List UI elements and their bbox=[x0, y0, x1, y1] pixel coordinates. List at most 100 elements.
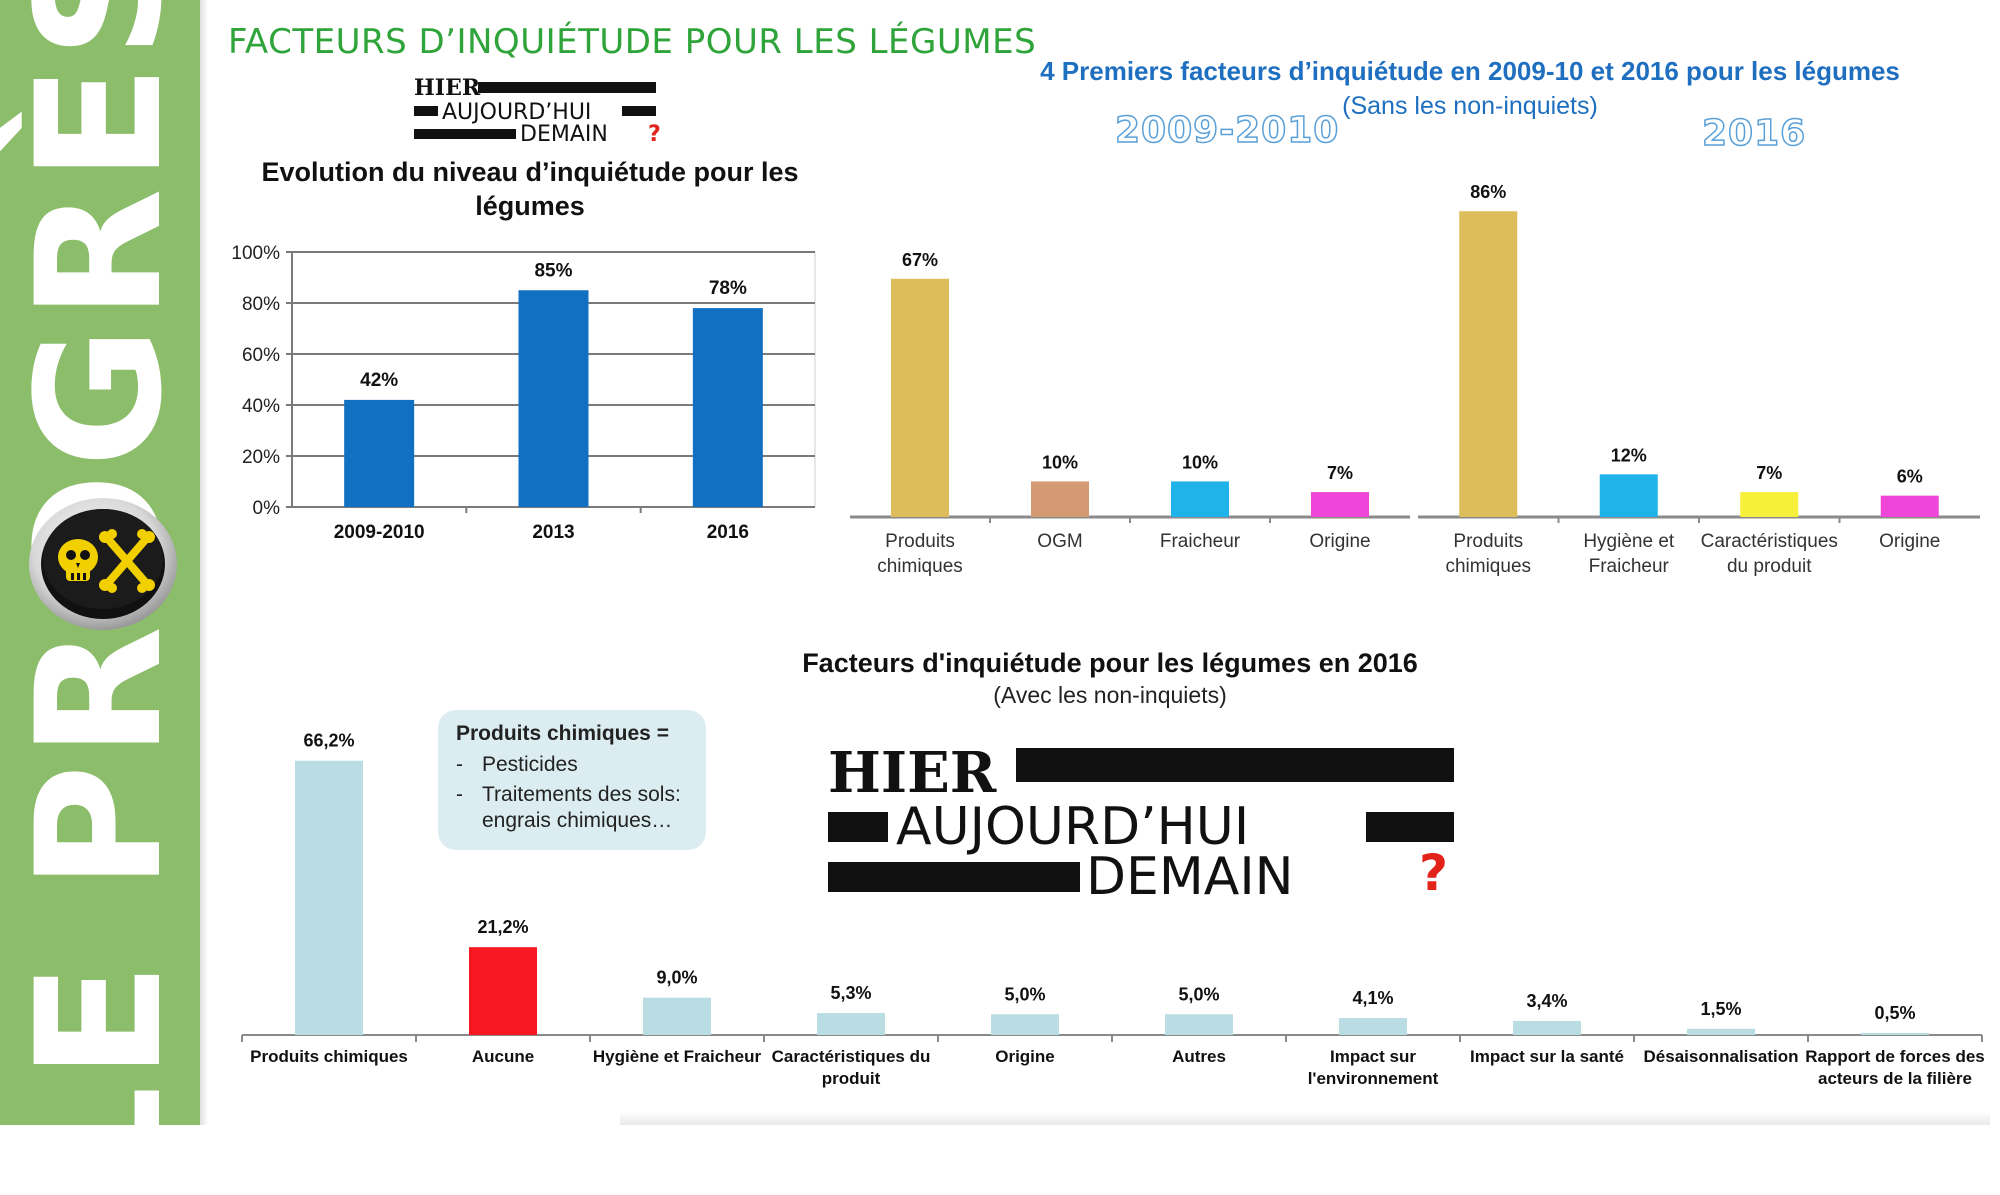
year-label-2016: 2016 bbox=[1701, 112, 1807, 155]
x-tick-label: Désaisonnalisation bbox=[1644, 1047, 1799, 1066]
x-tick-label: Produits chimiques bbox=[250, 1047, 408, 1066]
bar bbox=[817, 1013, 885, 1035]
x-tick-label: Caractéristiques du bbox=[772, 1047, 931, 1066]
data-label: 12% bbox=[1611, 445, 1647, 465]
bar bbox=[643, 997, 711, 1035]
y-tick-label: 40% bbox=[242, 396, 280, 417]
data-label: 42% bbox=[360, 370, 398, 391]
logo-small: HIER AUJOURD’HUI DEMAIN ? bbox=[414, 75, 661, 144]
data-label: 67% bbox=[902, 250, 938, 270]
x-tick-label: Rapport de forces des bbox=[1805, 1047, 1985, 1066]
bottom-fade bbox=[620, 1112, 1990, 1125]
data-label: 78% bbox=[709, 278, 747, 299]
sidebar-shadow bbox=[200, 0, 208, 1125]
data-label: 7% bbox=[1327, 463, 1353, 483]
y-tick-label: 60% bbox=[242, 345, 280, 366]
x-tick-label: Hygiène et Fraicheur bbox=[593, 1047, 762, 1066]
logo-line1: HIER bbox=[414, 75, 481, 101]
x-tick-label: du produit bbox=[1727, 556, 1812, 577]
logo-line3: DEMAIN bbox=[520, 122, 608, 144]
data-label: 85% bbox=[534, 260, 572, 281]
chart1-title: Evolution du niveau d’inquiétude pour le… bbox=[261, 157, 799, 221]
data-label: 4,1% bbox=[1352, 988, 1393, 1008]
logo-large-line3: DEMAIN bbox=[1086, 847, 1294, 899]
x-tick-label: Autres bbox=[1172, 1047, 1226, 1066]
data-label: 5,0% bbox=[1178, 984, 1219, 1004]
bottom-chart-title: Facteurs d'inquiétude pour les légumes e… bbox=[802, 648, 1418, 678]
callout-title: Produits chimiques = bbox=[456, 722, 669, 745]
x-tick-label: Origine bbox=[995, 1047, 1055, 1066]
logo-line2: AUJOURD’HUI bbox=[442, 100, 591, 125]
data-label: 10% bbox=[1042, 452, 1078, 472]
y-tick-label: 80% bbox=[242, 294, 280, 315]
y-tick-label: 100% bbox=[231, 243, 280, 264]
x-tick-label: 2009-2010 bbox=[334, 522, 425, 543]
bar bbox=[1599, 474, 1658, 517]
data-label: 3,4% bbox=[1526, 991, 1567, 1011]
x-tick-label: chimiques bbox=[877, 556, 963, 577]
x-tick-label: 2016 bbox=[707, 522, 749, 543]
bar bbox=[891, 278, 949, 517]
chart-factors-2016: 66,2% Produits chimiques 21,2% Aucune 9,0% Hy… bbox=[241, 731, 1985, 1088]
bar bbox=[344, 399, 415, 507]
top-charts-title: 4 Premiers facteurs d’inquiétude en 2009… bbox=[1040, 56, 1900, 86]
x-tick-label: Impact sur la santé bbox=[1470, 1047, 1624, 1066]
data-label: 5,0% bbox=[1004, 984, 1045, 1004]
logo-mark: ? bbox=[648, 122, 661, 144]
logo-large-line2: AUJOURD’HUI bbox=[896, 797, 1249, 857]
x-tick-label: Aucune bbox=[472, 1047, 534, 1066]
y-tick-label: 0% bbox=[253, 498, 281, 519]
data-label: 86% bbox=[1470, 182, 1506, 202]
bar bbox=[1880, 495, 1939, 517]
x-tick-label: Origine bbox=[1309, 531, 1370, 552]
x-tick-label: 2013 bbox=[532, 522, 574, 543]
logo-large-line1: HIER bbox=[828, 740, 997, 806]
data-label: 6% bbox=[1897, 467, 1923, 487]
bar bbox=[1339, 1018, 1407, 1035]
chart-top4-2009-2010: 67% Produits chimiques 10% OGM 10% Fraicheur 7%… bbox=[850, 250, 1410, 577]
x-tick-label: chimiques bbox=[1445, 556, 1531, 577]
x-tick-label: Produits bbox=[885, 531, 955, 552]
x-tick-label: produit bbox=[822, 1069, 881, 1088]
bar bbox=[1459, 211, 1518, 517]
chart-top4-2016: 86% Produits chimiques 12% Hygiène et Fraiche… bbox=[1418, 182, 1980, 577]
data-label: 9,0% bbox=[656, 968, 697, 988]
logo-large-mark: ? bbox=[1419, 844, 1448, 899]
bar bbox=[1031, 481, 1089, 517]
data-label: 1,5% bbox=[1700, 999, 1741, 1019]
bar bbox=[1165, 1014, 1233, 1035]
bar bbox=[469, 947, 537, 1035]
year-label-2009-2010: 2009-2010 bbox=[1114, 109, 1340, 152]
callout-box: Produits chimiques = Pesticides Traiteme… bbox=[438, 710, 706, 850]
page-title: FACTEURS D’INQUIÉTUDE POUR LES LÉGUMES bbox=[228, 22, 1037, 62]
bar bbox=[1861, 1032, 1929, 1035]
bar bbox=[692, 308, 763, 507]
x-tick-label: Fraicheur bbox=[1160, 531, 1241, 552]
data-label: 10% bbox=[1182, 452, 1218, 472]
top-charts-subtitle: (Sans les non-inquiets) bbox=[1342, 92, 1598, 120]
bar bbox=[1687, 1028, 1755, 1035]
x-tick-label: Caractéristiques bbox=[1701, 531, 1838, 552]
x-tick-label: Fraicheur bbox=[1589, 556, 1670, 577]
data-label: 7% bbox=[1756, 463, 1782, 483]
x-tick-label: l'environnement bbox=[1308, 1069, 1439, 1088]
data-label: 0,5% bbox=[1874, 1003, 1915, 1023]
bar bbox=[295, 760, 363, 1035]
x-tick-label: Hygiène et bbox=[1583, 531, 1675, 552]
bar bbox=[1171, 481, 1229, 517]
y-tick-label: 20% bbox=[242, 447, 280, 468]
bar bbox=[1740, 492, 1799, 517]
skull-crossbones-icon bbox=[29, 498, 177, 630]
bar bbox=[1311, 492, 1369, 517]
chart-evolution: 0% 20% 40% 60% 80% 100% 42% 2009-2010 85% 2013 78%… bbox=[231, 243, 816, 543]
bar bbox=[991, 1014, 1059, 1035]
data-label: 66,2% bbox=[303, 731, 354, 751]
bar bbox=[518, 290, 589, 507]
bar bbox=[1513, 1020, 1581, 1035]
data-label: 21,2% bbox=[477, 917, 528, 937]
logo-large: HIER AUJOURD’HUI DEMAIN ? bbox=[828, 740, 1454, 899]
callout-item: Traitements des sols: engrais chimiques… bbox=[456, 782, 688, 834]
x-tick-label: Produits bbox=[1453, 531, 1523, 552]
x-tick-label: OGM bbox=[1037, 531, 1082, 552]
callout-item: Pesticides bbox=[456, 752, 688, 778]
